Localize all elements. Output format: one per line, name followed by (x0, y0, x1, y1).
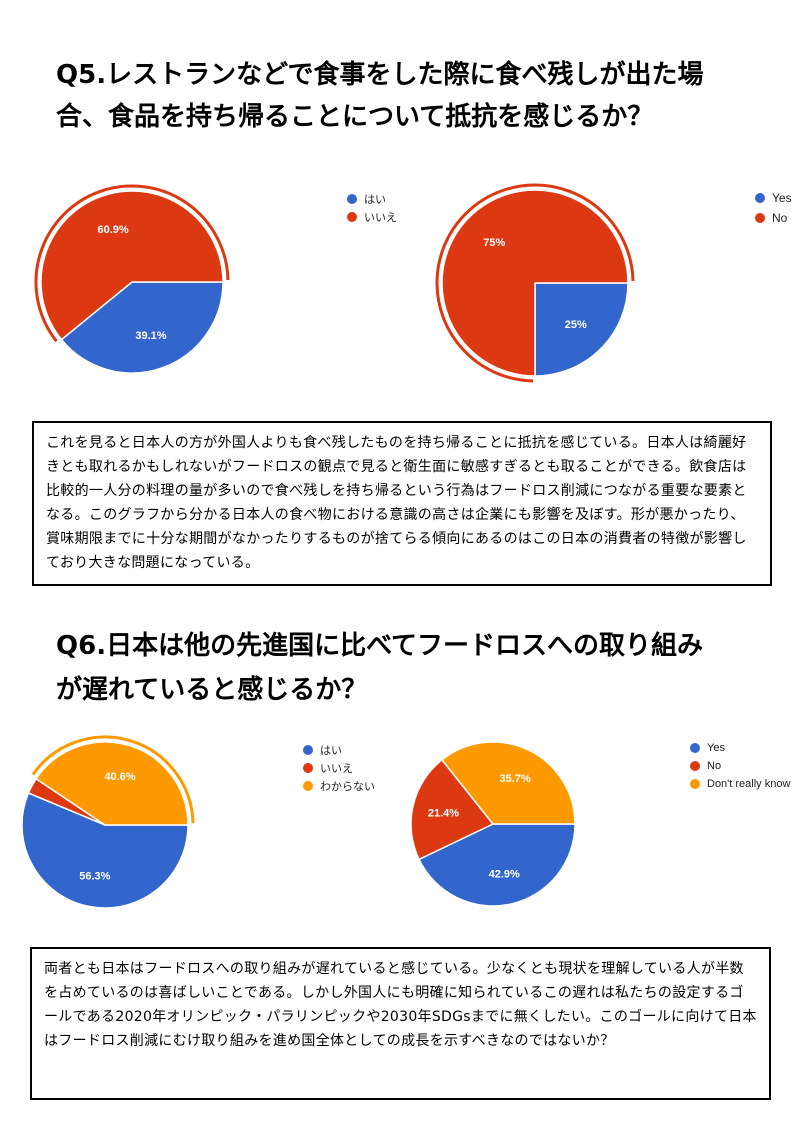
q5-title-line2: 合、食品を持ち帰ることについて抵抗を感じるか？ (56, 102, 654, 132)
legend-swatch-red (347, 212, 357, 222)
legend-label: Don't really know (707, 778, 791, 790)
q6-title-line1: Q6.日本は他の先進国に比べてフードロスへの取り組み (56, 631, 704, 661)
legend-item-no: No (690, 757, 790, 775)
pie-slice-0 (418, 823, 576, 907)
pie-slice-label: 35.7% (499, 773, 530, 785)
pie-slice-0 (60, 281, 224, 374)
pie-slice-1 (441, 189, 629, 377)
pie-slice-label: 60.9% (97, 224, 128, 236)
legend-swatch-orange (690, 779, 700, 789)
legend-label: はい (364, 194, 386, 206)
pie-highlight-ring (31, 735, 195, 824)
pie-slice-1 (40, 190, 224, 341)
pie-slice-label: 21.4% (428, 808, 459, 820)
legend-item-no: No (755, 208, 792, 228)
pie-slice-1 (410, 758, 495, 861)
q6-jp-legend: はい いいえ わからない (303, 741, 375, 795)
legend-label: いいえ (364, 212, 397, 224)
legend-label: わからない (320, 781, 375, 793)
pie-highlight-ring (435, 183, 635, 383)
q6-title-line2: が遅れていると感じるか？ (56, 675, 368, 705)
legend-swatch-blue (690, 743, 700, 753)
legend-item-yes: Yes (755, 188, 792, 208)
pie-slice-label: 56.3% (79, 870, 110, 882)
legend-item-iie: いいえ (347, 208, 397, 226)
q5-en-legend: Yes No (755, 188, 792, 228)
legend-label: Yes (772, 191, 792, 205)
legend-swatch-blue (303, 745, 313, 755)
legend-item-hai: はい (303, 741, 375, 759)
legend-swatch-blue (347, 194, 357, 204)
pie-slice-2 (440, 741, 576, 825)
legend-swatch-blue (755, 193, 765, 203)
pie-slice-label: 25% (565, 319, 587, 331)
pie-slice-label: 42.9% (489, 869, 520, 881)
legend-label: No (772, 211, 788, 225)
legend-swatch-red (303, 763, 313, 773)
legend-item-iie: いいえ (303, 759, 375, 777)
pie-highlight-ring (34, 184, 230, 343)
q5-title: Q5.レストランなどで食事をした際に食べ残しが出た場 合、食品を持ち帰ることにつ… (56, 54, 776, 138)
pie-slice-0 (534, 282, 629, 377)
legend-swatch-red (755, 213, 765, 223)
legend-label: いいえ (320, 763, 353, 775)
q5-commentary-box: これを見ると日本人の方が外国人よりも食べ残したものを持ち帰ることに抵抗を感じてい… (32, 421, 772, 586)
pie-slice-1 (27, 777, 106, 826)
legend-label: Yes (707, 742, 725, 754)
pie-slice-label: 39.1% (135, 330, 166, 342)
q5-jp-legend: はい いいえ (347, 190, 397, 226)
legend-swatch-orange (303, 781, 313, 791)
legend-item-hai: はい (347, 190, 397, 208)
legend-item-dont-know: Don't really know (690, 775, 790, 793)
legend-item-yes: Yes (690, 739, 790, 757)
q6-title: Q6.日本は他の先進国に比べてフードロスへの取り組み が遅れていると感じるか？ (56, 624, 791, 712)
pie-slice-2 (35, 741, 189, 826)
legend-item-wakaranai: わからない (303, 777, 375, 795)
pie-slice-label: 40.6% (104, 771, 135, 783)
legend-label: No (707, 760, 722, 772)
legend-swatch-red (690, 761, 700, 771)
pie-slice-0 (21, 792, 189, 909)
legend-label: はい (320, 745, 342, 757)
q6-commentary-box: 両者とも日本はフードロスへの取り組みが遅れていると感じている。少なくとも現状を理… (30, 947, 771, 1100)
q6-en-legend: Yes No Don't really know (690, 739, 790, 793)
q5-title-line1: Q5.レストランなどで食事をした際に食べ残しが出た場 (56, 60, 704, 90)
pie-slice-label: 75% (483, 237, 505, 249)
